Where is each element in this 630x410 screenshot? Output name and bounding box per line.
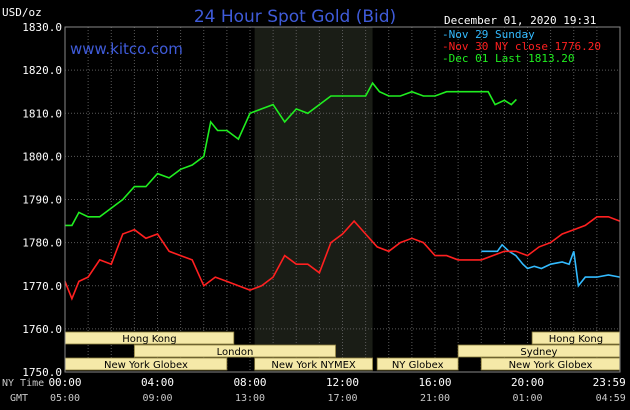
x-tick-label-gmt: 21:00 <box>420 393 450 404</box>
x-tick-label-ny: 00:00 <box>48 376 81 389</box>
x-tick-label-ny: 23:59 <box>593 376 626 389</box>
nymex-session-band <box>254 27 373 372</box>
x-tick-label-gmt: 09:00 <box>142 393 172 404</box>
y-tick-label: 1800.0 <box>22 150 62 163</box>
market-bar-label: London <box>217 347 254 358</box>
y-tick-label: 1810.0 <box>22 107 62 120</box>
series-line-1 <box>64 216 621 301</box>
x-tick-label-ny: 20:00 <box>511 376 544 389</box>
gmt-label: GMT <box>10 393 28 404</box>
ny-time-label: NY Time <box>2 378 44 389</box>
x-tick-label-gmt: 17:00 <box>327 393 357 404</box>
y-tick-label: 1750.0 <box>22 366 62 379</box>
market-bar-label: New York NYMEX <box>271 360 356 371</box>
x-tick-label-gmt: 05:00 <box>50 393 80 404</box>
legend-entry-1: -Nov 30 NY close 1776.20 <box>442 40 601 53</box>
series-line-0 <box>481 243 620 288</box>
market-bar <box>376 357 459 371</box>
y-tick-label: 1760.0 <box>22 323 62 336</box>
website-label: www.kitco.com <box>70 40 183 58</box>
market-bar-label: New York Globex <box>509 360 593 371</box>
x-tick-label-ny: 12:00 <box>326 376 359 389</box>
x-tick-label-gmt: 13:00 <box>235 393 265 404</box>
market-bar <box>254 357 373 371</box>
y-tick-label: 1820.0 <box>22 64 62 77</box>
market-bar <box>133 344 336 358</box>
chart-title: 24 Hour Spot Gold (Bid) <box>194 7 396 27</box>
series-line-2 <box>65 81 517 227</box>
x-tick-label-gmt: 04:59 <box>596 393 626 404</box>
y-tick-label: 1770.0 <box>22 280 62 293</box>
market-bar-label: Hong Kong <box>549 334 603 345</box>
grid-lines <box>64 26 621 373</box>
legend-entry-2: -Dec 01 Last 1813.20 <box>442 52 574 65</box>
market-bar-label: NY Globex <box>392 360 444 371</box>
y-tick-label: 1790.0 <box>22 194 62 207</box>
market-bar-label: New York Globex <box>104 360 188 371</box>
market-bar-label: Hong Kong <box>122 334 176 345</box>
y-tick-label: 1780.0 <box>22 237 62 250</box>
market-bar-label: Sydney <box>520 347 557 358</box>
timestamp: December 01, 2020 19:31 <box>444 14 596 27</box>
x-tick-label-ny: 04:00 <box>141 376 174 389</box>
y-tick-label: 1830.0 <box>22 21 62 34</box>
legend-entry-0: -Nov 29 Sunday <box>442 28 535 41</box>
plot-frame <box>64 26 621 373</box>
x-tick-label-ny: 08:00 <box>233 376 266 389</box>
x-tick-label-ny: 16:00 <box>418 376 451 389</box>
y-axis-label: USD/oz <box>2 6 42 19</box>
x-tick-label-gmt: 01:00 <box>512 393 542 404</box>
